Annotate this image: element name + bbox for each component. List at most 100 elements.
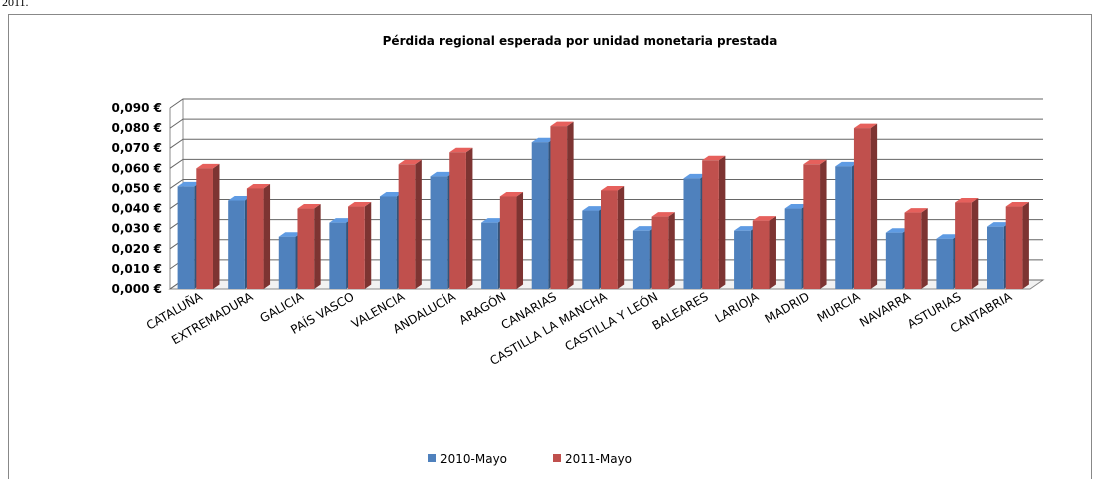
bar — [481, 222, 498, 289]
bar-side — [668, 212, 675, 289]
bar-side — [364, 202, 372, 289]
bar — [835, 166, 852, 289]
bar — [936, 238, 954, 289]
y-tick-label: 0,030 € — [112, 222, 162, 236]
bar — [278, 236, 296, 289]
bar — [683, 178, 701, 289]
bar-side — [1022, 202, 1029, 289]
bar — [904, 212, 922, 289]
bar — [246, 188, 264, 289]
bar-side — [617, 185, 625, 289]
bar-top — [177, 181, 201, 187]
bar-top — [228, 196, 252, 201]
bar-top — [784, 204, 808, 209]
bar-top — [987, 222, 1011, 227]
caption-fragment: 2011. — [2, 0, 29, 9]
y-tick-label: 0,090 € — [112, 101, 162, 115]
bar — [499, 196, 517, 289]
bar — [348, 206, 365, 289]
bar — [651, 216, 669, 289]
bar-top — [601, 185, 625, 191]
bar-top — [683, 173, 707, 179]
bar-top — [632, 226, 657, 231]
grid-line — [169, 158, 1043, 169]
bar-side — [921, 208, 928, 289]
bar-top — [348, 202, 372, 207]
bar-top — [550, 121, 574, 127]
bar-side — [718, 155, 726, 289]
bar-top — [702, 155, 726, 161]
grid-line — [169, 98, 1043, 109]
bar-top — [835, 161, 859, 167]
bar-top — [752, 216, 776, 221]
bar-side — [516, 191, 524, 289]
bar-top — [196, 163, 220, 169]
legend-label: 2010-Mayo — [440, 452, 507, 466]
bar-top — [955, 198, 979, 203]
y-tick-label: 0,000 € — [112, 282, 162, 296]
bar-top — [449, 147, 473, 153]
bar — [297, 208, 315, 289]
bar-top — [481, 218, 505, 223]
bar-top — [278, 232, 302, 237]
bar — [550, 126, 568, 289]
bar — [398, 164, 416, 289]
bar-top — [430, 171, 454, 177]
bar-side — [314, 204, 321, 289]
bar-side — [465, 147, 473, 289]
grid-line — [169, 138, 1043, 149]
y-tick-label: 0,070 € — [112, 141, 162, 155]
bar — [1005, 206, 1023, 289]
y-tick-label: 0,010 € — [112, 262, 162, 276]
bar-side — [415, 159, 422, 289]
bar-top — [936, 234, 960, 239]
bar — [379, 196, 397, 289]
bar — [955, 202, 972, 289]
grid-line — [169, 118, 1043, 129]
y-tick-label: 0,080 € — [112, 121, 162, 135]
legend-swatch — [428, 454, 436, 462]
bar-top — [246, 183, 271, 189]
bar-top — [904, 208, 928, 213]
y-tick-label: 0,060 € — [112, 161, 162, 175]
bar — [329, 222, 347, 289]
bar-top — [297, 204, 321, 209]
bar-top — [582, 206, 606, 211]
bar-side — [567, 121, 574, 289]
y-tick-label: 0,050 € — [112, 181, 162, 195]
bar-top — [885, 228, 910, 233]
bar — [885, 232, 903, 289]
bar-top — [379, 191, 404, 197]
bar — [752, 220, 770, 289]
bar-top — [734, 226, 758, 231]
legend-label: 2011-Mayo — [565, 452, 632, 466]
bar — [531, 142, 549, 289]
bar-side — [769, 216, 776, 289]
y-tick-label: 0,040 € — [112, 202, 162, 216]
y-tick-label: 0,020 € — [112, 242, 162, 256]
bar — [987, 226, 1004, 289]
bar-top — [499, 191, 524, 197]
bar-top — [329, 218, 353, 223]
bar — [632, 230, 650, 289]
bar-side — [971, 198, 979, 289]
bar-top — [398, 159, 422, 165]
bar-side — [263, 183, 271, 289]
bar — [582, 210, 599, 289]
grid-line — [169, 178, 1043, 189]
chart-title: Pérdida regional esperada por unidad mon… — [383, 34, 778, 48]
bar — [177, 186, 195, 289]
bar — [853, 128, 871, 289]
bar-top — [803, 159, 827, 165]
bar-side — [870, 123, 878, 289]
bar — [449, 152, 466, 289]
bar — [734, 230, 751, 289]
bar — [228, 200, 245, 289]
bar-top — [651, 212, 675, 217]
bar — [803, 164, 821, 289]
bar — [702, 160, 719, 289]
bar-top — [853, 123, 878, 129]
bar — [784, 208, 802, 289]
bar — [601, 190, 618, 289]
